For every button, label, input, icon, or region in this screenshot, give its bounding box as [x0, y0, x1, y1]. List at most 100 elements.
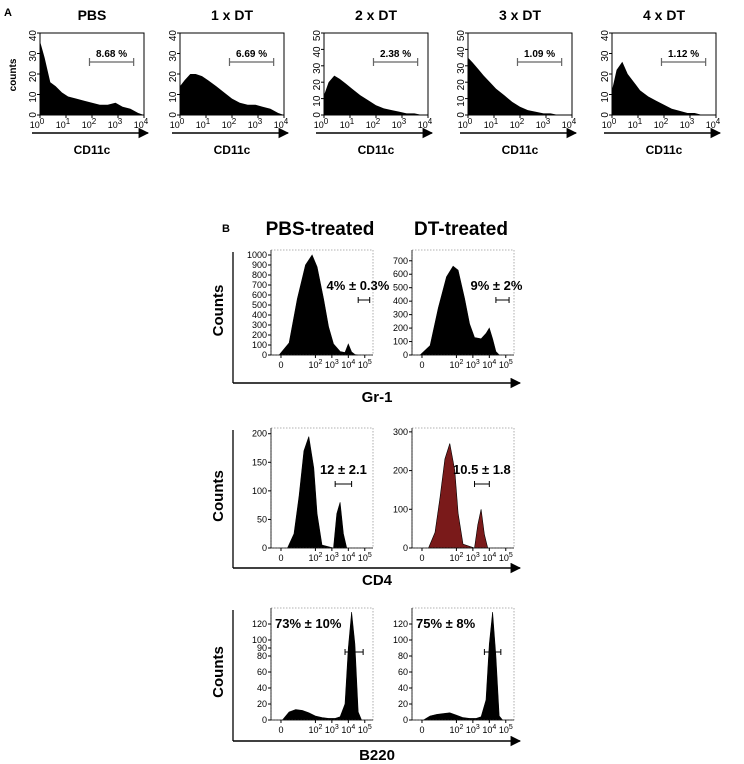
x-tick-base: 10 [706, 120, 716, 130]
x-tick-label: 101 [340, 117, 355, 130]
y-tick-label: 40 [257, 683, 267, 693]
x-tick-label: 102 [449, 359, 463, 370]
x-tick-base: 10 [340, 120, 350, 130]
x-tick-label: 104 [482, 552, 496, 563]
x-tick-exponent: 4 [428, 117, 433, 126]
y-tick-label: 200 [252, 330, 267, 340]
x-tick-base: 10 [30, 120, 40, 130]
y-tick-label: 100 [252, 340, 267, 350]
x-tick-exponent: 3 [258, 117, 263, 126]
x-tick-base: 10 [418, 120, 428, 130]
histogram-fill [287, 436, 348, 549]
x-tick-exponent: 4 [351, 552, 355, 559]
x-tick-exponent: 1 [638, 117, 643, 126]
x-tick-exponent: 0 [468, 117, 473, 126]
x-tick-label: 101 [484, 117, 499, 130]
x-tick-exponent: 1 [350, 117, 355, 126]
x-tick-base: 10 [449, 553, 459, 563]
x-tick-label: 102 [308, 552, 322, 563]
x-tick-exponent: 4 [572, 117, 577, 126]
x-tick-base: 0 [278, 553, 283, 563]
x-tick-base: 10 [341, 553, 351, 563]
x-tick-exponent: 4 [716, 117, 721, 126]
panel-b-letter: B [222, 223, 230, 235]
x-tick-label: 102 [449, 552, 463, 563]
x-tick-base: 10 [341, 725, 351, 735]
gate-percentage: 2.38 % [380, 49, 411, 60]
x-tick-base: 0 [419, 360, 424, 370]
x-tick-label: 103 [325, 552, 339, 563]
x-tick-base: 10 [366, 120, 376, 130]
x-tick-label: 105 [499, 359, 513, 370]
x-tick-base: 10 [449, 725, 459, 735]
y-tick-label: 30 [168, 50, 179, 62]
y-tick-label: 120 [393, 619, 408, 629]
x-tick-base: 10 [499, 725, 509, 735]
y-tick-label: 200 [252, 429, 267, 439]
x-tick-base: 10 [466, 553, 476, 563]
y-tick-label: 100 [252, 486, 267, 496]
x-tick-label: 103 [248, 117, 263, 130]
histogram-fill [612, 61, 716, 115]
x-tick-exponent: 3 [335, 552, 339, 559]
x-tick-label: 102 [510, 117, 525, 130]
y-tick-label: 150 [252, 457, 267, 467]
x-tick-exponent: 2 [318, 359, 322, 366]
x-tick-label: 101 [196, 117, 211, 130]
x-tick-exponent: 3 [335, 724, 339, 731]
histogram-fill [180, 74, 284, 115]
x-tick-exponent: 4 [492, 724, 496, 731]
y-tick-label: 40 [168, 30, 179, 42]
y-tick-label: 20 [312, 79, 323, 91]
y-tick-label: 800 [252, 270, 267, 280]
x-tick-base: 10 [325, 725, 335, 735]
x-tick-base: 10 [222, 120, 232, 130]
x-tick-exponent: 2 [459, 359, 463, 366]
y-tick-label: 700 [252, 280, 267, 290]
y-tick-label: 30 [312, 62, 323, 74]
x-tick-exponent: 5 [509, 552, 513, 559]
x-tick-base: 10 [314, 120, 324, 130]
histogram-title: PBS [78, 7, 107, 23]
x-tick-base: 10 [482, 553, 492, 563]
x-tick-exponent: 1 [494, 117, 499, 126]
y-tick-label: 20 [600, 71, 611, 83]
y-axis-label: Counts [210, 285, 227, 337]
gate-bar [516, 58, 563, 66]
x-tick-exponent: 1 [66, 117, 71, 126]
x-tick-base: 0 [419, 553, 424, 563]
x-tick-base: 10 [170, 120, 180, 130]
plot-frame [270, 427, 374, 549]
y-tick-label: 100 [252, 635, 267, 645]
y-tick-label: 60 [398, 667, 408, 677]
histogram-fill [468, 57, 572, 115]
x-tick-base: 10 [628, 120, 638, 130]
x-tick-base: 10 [466, 360, 476, 370]
marker-label: B220 [359, 747, 395, 764]
y-tick-label: 20 [398, 699, 408, 709]
x-tick-exponent: 4 [144, 117, 149, 126]
marker-label: CD4 [362, 572, 393, 589]
x-tick-exponent: 2 [318, 552, 322, 559]
x-tick-base: 10 [248, 120, 258, 130]
y-tick-label: 30 [28, 50, 39, 62]
x-tick-label: 104 [482, 724, 496, 735]
x-tick-exponent: 2 [92, 117, 97, 126]
gate-percentage: 75% ± 8% [416, 616, 476, 631]
histogram-title: 2 x DT [355, 7, 397, 23]
gate-percentage: 1.09 % [524, 49, 555, 60]
x-tick-exponent: 4 [351, 359, 355, 366]
gate-bar [483, 649, 502, 655]
histogram-title: 4 x DT [643, 7, 685, 23]
histogram-row-gr-1: Gr-1Counts010020030040050060070080090010… [210, 249, 523, 406]
x-tick-base: 10 [466, 725, 476, 735]
x-tick-base: 0 [419, 725, 424, 735]
y-axis-label: counts [8, 58, 19, 91]
x-tick-exponent: 1 [206, 117, 211, 126]
